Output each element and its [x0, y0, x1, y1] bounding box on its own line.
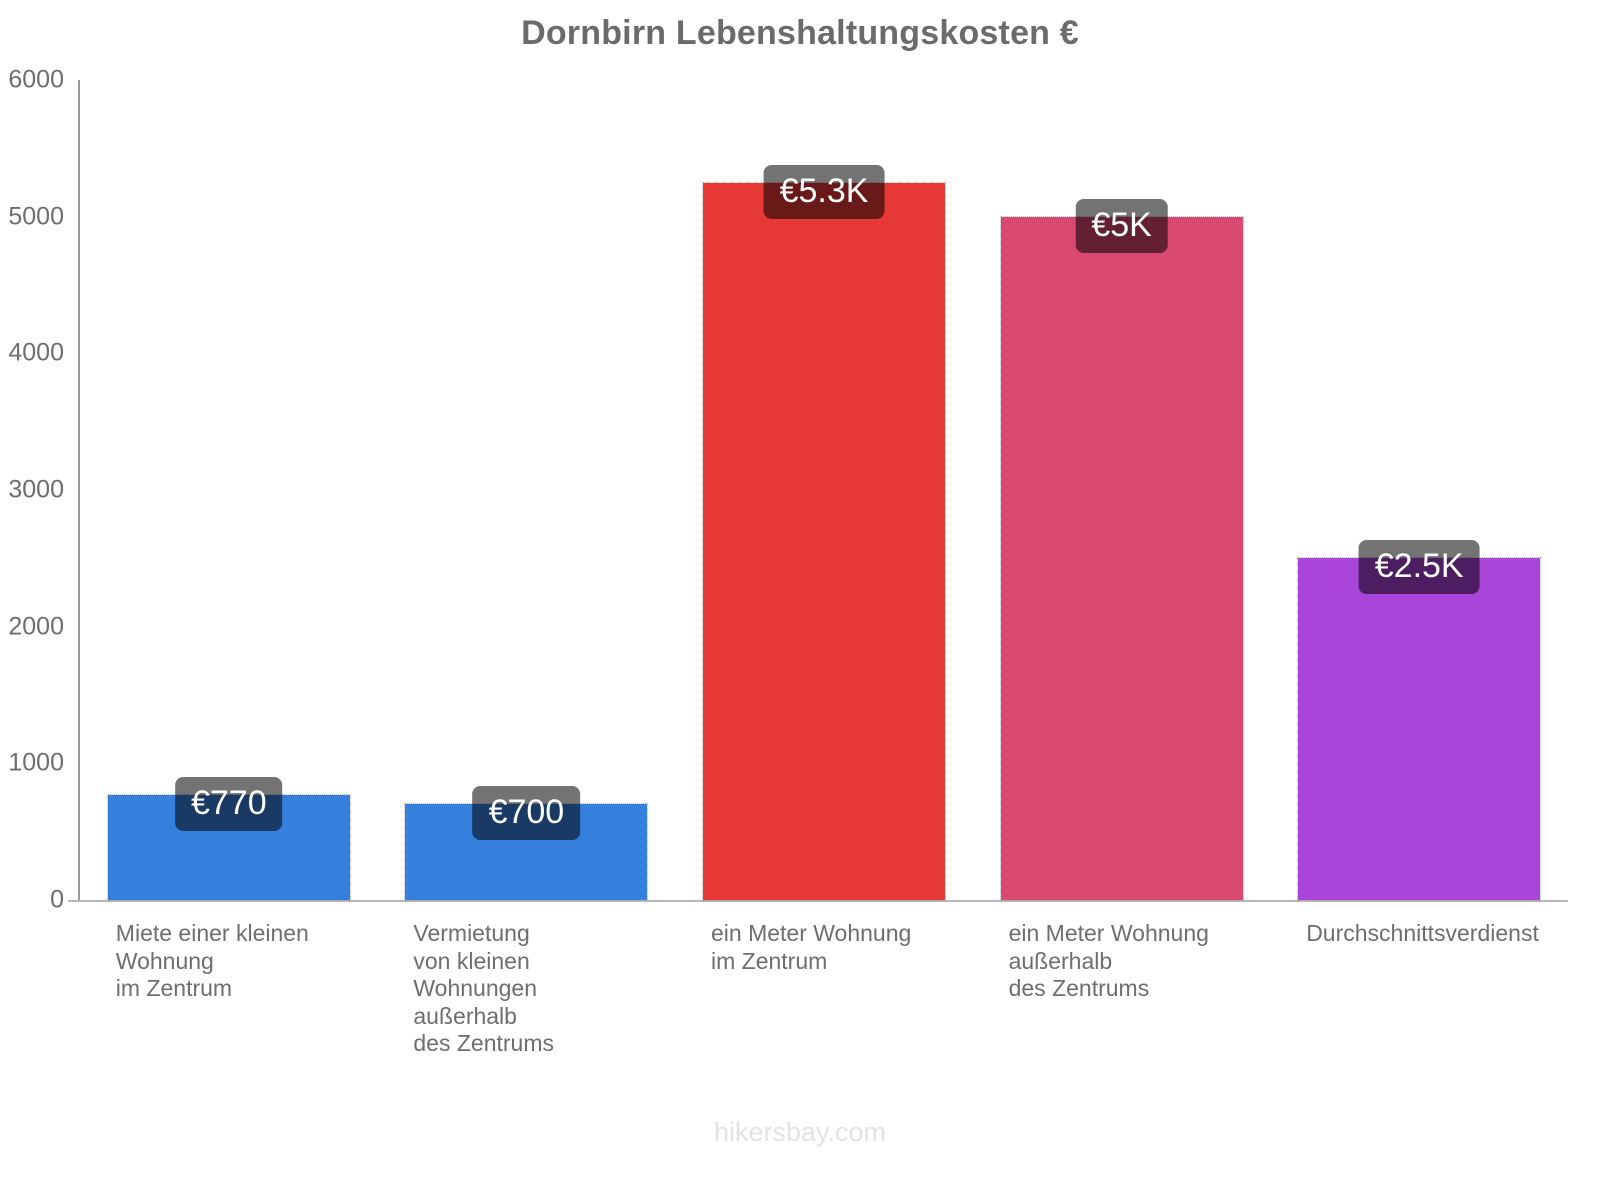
x-axis-tick-label: ein Meter Wohnung im Zentrum: [711, 920, 912, 974]
bar-value-label: €700: [472, 786, 581, 841]
bar[interactable]: €700: [404, 786, 649, 901]
bar[interactable]: €5K: [999, 198, 1244, 902]
x-axis-tick-label: Durchschnittsverdienst: [1306, 920, 1539, 946]
bar-value-label: €5.3K: [763, 164, 885, 219]
y-axis-tick-label: 6000: [8, 65, 64, 94]
x-axis-line: [68, 900, 1568, 902]
bar-value-label: €770: [174, 776, 283, 831]
x-axis-tick-label: ein Meter Wohnung außerhalb des Zentrums: [1008, 920, 1209, 1001]
bar-value-label: €2.5K: [1358, 540, 1480, 595]
x-axis-tick-label: Miete einer kleinen Wohnung im Zentrum: [115, 920, 309, 1001]
bar[interactable]: €2.5K: [1297, 540, 1542, 901]
footer-watermark: hikersbay.com: [713, 1117, 887, 1147]
y-axis-tick-label: 1000: [8, 748, 64, 777]
bar-value-label: €5K: [1075, 198, 1168, 253]
x-axis-tick-label: Vermietung von kleinen Wohnungen außerha…: [413, 920, 554, 1056]
y-axis-tick-label: 0: [50, 885, 64, 914]
y-axis-tick-label: 2000: [8, 612, 64, 641]
y-axis-tick-label: 4000: [8, 338, 64, 367]
page-title: Dornbirn Lebenshaltungskosten €: [521, 14, 1079, 52]
y-axis-line: [78, 80, 80, 901]
y-axis-tick-label: 5000: [8, 202, 64, 231]
bar[interactable]: €770: [106, 776, 351, 902]
y-axis-tick-label: 3000: [8, 475, 64, 504]
bar[interactable]: €5.3K: [702, 164, 946, 901]
